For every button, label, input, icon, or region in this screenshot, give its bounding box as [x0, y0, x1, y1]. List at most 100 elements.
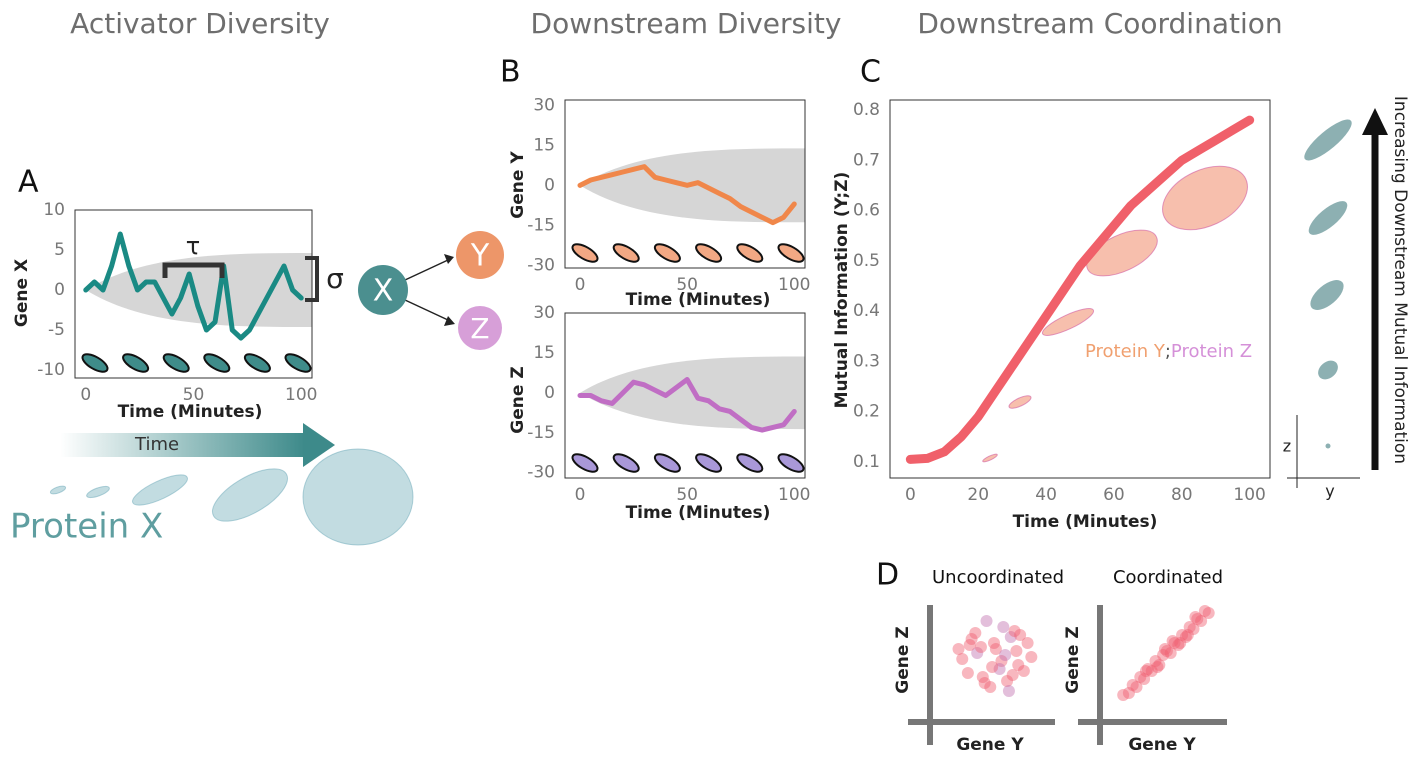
cell-icon [80, 351, 110, 375]
x-tick-label: 20 [967, 485, 989, 505]
point [953, 643, 965, 655]
panel-label: D [876, 558, 899, 593]
mi-blobs [1299, 114, 1357, 449]
x-tick-label: 60 [1103, 485, 1125, 505]
arrowhead [444, 316, 455, 326]
y-tick-label: -5 [48, 320, 65, 340]
cell-icon [202, 351, 232, 375]
header: Downstream Coordination [917, 7, 1282, 40]
x-axis-label: Time (Minutes) [1013, 512, 1158, 532]
header: Activator Diversity [70, 7, 330, 40]
cell-icon [735, 241, 765, 265]
mi-arrow-head [1362, 108, 1388, 135]
x-axis-label: Time (Minutes) [118, 402, 263, 422]
inset-label: z [1283, 437, 1291, 456]
tau-label: τ [186, 232, 200, 260]
y-tick-label: 0.3 [853, 351, 880, 371]
cell-icon [283, 351, 313, 375]
x-tick-label: 0 [575, 275, 586, 295]
annotation-part: Protein Z [1171, 341, 1252, 362]
edge [405, 300, 448, 320]
y-tick-label: -10 [37, 360, 65, 380]
point [1010, 645, 1022, 657]
panel-label: C [860, 55, 881, 90]
y-tick-label: 0 [54, 280, 65, 300]
point [1189, 611, 1201, 623]
point [999, 649, 1011, 661]
y-tick-label: 0.5 [853, 251, 880, 271]
chart-title: Coordinated [1113, 567, 1223, 588]
point [1167, 635, 1179, 647]
node-label: Y [470, 239, 490, 274]
y-tick-label: 0.4 [853, 301, 880, 321]
point [969, 627, 981, 639]
y-axis-label: Gene Z [1063, 626, 1083, 693]
cell-icon [735, 451, 765, 475]
x-tick-label: 100 [1233, 485, 1265, 505]
sigma-label: σ [326, 262, 344, 295]
y-axis-label: Gene Z [508, 366, 528, 433]
point [981, 615, 993, 627]
x-tick-label: 80 [1171, 485, 1193, 505]
y-tick-label: -15 [527, 423, 555, 443]
y-tick-label: 10 [43, 200, 65, 220]
x-axis-label: Gene Y [956, 735, 1024, 755]
y-tick-label: 0.1 [853, 452, 880, 472]
annotation-part: Protein Y [1085, 341, 1166, 362]
cell-icon [242, 351, 272, 375]
y-tick-label: 0.2 [853, 402, 880, 422]
x-tick-label: 40 [1035, 485, 1057, 505]
point [975, 641, 987, 653]
y-tick-label: 15 [533, 135, 555, 155]
point [997, 621, 1009, 633]
point [1182, 629, 1194, 641]
x-axis-label: Time (Minutes) [626, 290, 771, 310]
time-arrow [60, 433, 305, 457]
y-tick-label: 0 [544, 175, 555, 195]
time-label: Time [134, 434, 179, 455]
x-tick-label: 50 [676, 485, 698, 505]
panel-label: A [18, 165, 39, 200]
edge [405, 260, 448, 280]
arrowhead [444, 254, 454, 264]
cell-icon [570, 241, 600, 265]
protein-blob [982, 453, 998, 463]
point [1018, 665, 1030, 677]
cell-icon [693, 451, 723, 475]
y-tick-label: 0.6 [853, 201, 880, 221]
point [988, 637, 1000, 649]
point [1151, 661, 1163, 673]
point [964, 639, 976, 651]
point [1203, 607, 1215, 619]
point [962, 667, 974, 679]
x-tick-label: 0 [575, 485, 586, 505]
y-tick-label: 0.7 [853, 150, 880, 170]
point [1025, 651, 1037, 663]
cell-icon [693, 241, 723, 265]
chart-title: Uncoordinated [932, 567, 1064, 588]
cell-icon [161, 351, 191, 375]
point [986, 661, 998, 673]
point [979, 677, 991, 689]
header: Downstream Diversity [531, 7, 842, 40]
plot-frame [890, 100, 1270, 478]
figure: Activator Diversity Downstream Diversity… [0, 0, 1421, 755]
point [1007, 669, 1019, 681]
point [1014, 629, 1026, 641]
y-tick-label: -15 [527, 215, 555, 235]
annotation: Protein Y;Protein Z [1085, 341, 1252, 362]
y-tick-label: 0 [544, 383, 555, 403]
x-tick-label: 100 [778, 485, 810, 505]
y-tick-label: -30 [527, 463, 555, 483]
y-tick-label: 0.8 [853, 100, 880, 120]
y-tick-label: 30 [533, 303, 555, 323]
x-tick-label: 100 [285, 385, 317, 405]
mi-arrow-label: Increasing Downstream Mutual Information [1390, 96, 1410, 464]
inset-label: y [1325, 482, 1334, 501]
y-axis-label: Gene X [12, 259, 32, 327]
x-axis-label: Time (Minutes) [626, 503, 771, 523]
point [1003, 685, 1015, 697]
node-label: Z [470, 312, 489, 345]
cell-icon [652, 451, 682, 475]
cell-icon [776, 451, 806, 475]
